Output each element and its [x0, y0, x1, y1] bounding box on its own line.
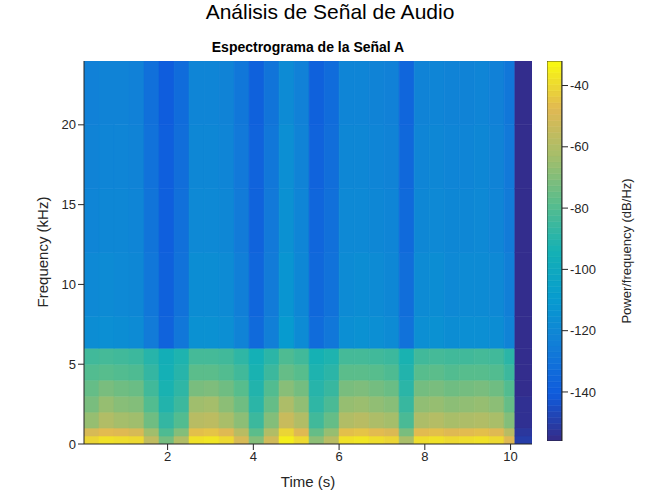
svg-text:-40: -40	[570, 78, 589, 93]
html-text:Análisis de Señal de Audio: Análisis de Señal de Audio	[205, 0, 455, 23]
svg-text:-60: -60	[570, 139, 589, 154]
svg-text:10: 10	[62, 277, 76, 292]
svg-text:-120: -120	[570, 323, 596, 338]
html-text:Power/frequency (dB/Hz): Power/frequency (dB/Hz)	[618, 178, 634, 324]
svg-text:0: 0	[69, 437, 76, 452]
svg-text:-100: -100	[570, 262, 596, 277]
svg-text:4: 4	[250, 449, 257, 464]
svg-text:15: 15	[62, 197, 76, 212]
svg-text:2: 2	[164, 449, 171, 464]
svg-text:10: 10	[503, 449, 517, 464]
svg-text:-140: -140	[570, 385, 596, 400]
svg-text:5: 5	[69, 357, 76, 372]
svg-text:6: 6	[335, 449, 342, 464]
html-text:Time (s): Time (s)	[280, 473, 336, 490]
svg-text:8: 8	[421, 449, 428, 464]
html-text:Espectrograma de la Señal A: Espectrograma de la Señal A	[211, 39, 405, 55]
svg-text:20: 20	[62, 117, 76, 132]
html-text:Frequency (kHz): Frequency (kHz)	[33, 196, 51, 308]
svg-text:-80: -80	[570, 201, 589, 216]
